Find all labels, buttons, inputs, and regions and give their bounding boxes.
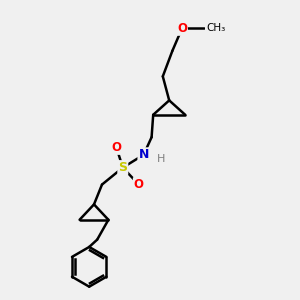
Text: O: O — [177, 22, 187, 35]
Text: O: O — [134, 178, 144, 191]
Text: N: N — [138, 148, 149, 161]
Text: S: S — [118, 161, 127, 174]
Text: O: O — [111, 141, 122, 154]
Text: H: H — [157, 154, 165, 164]
Text: CH₃: CH₃ — [206, 23, 225, 33]
